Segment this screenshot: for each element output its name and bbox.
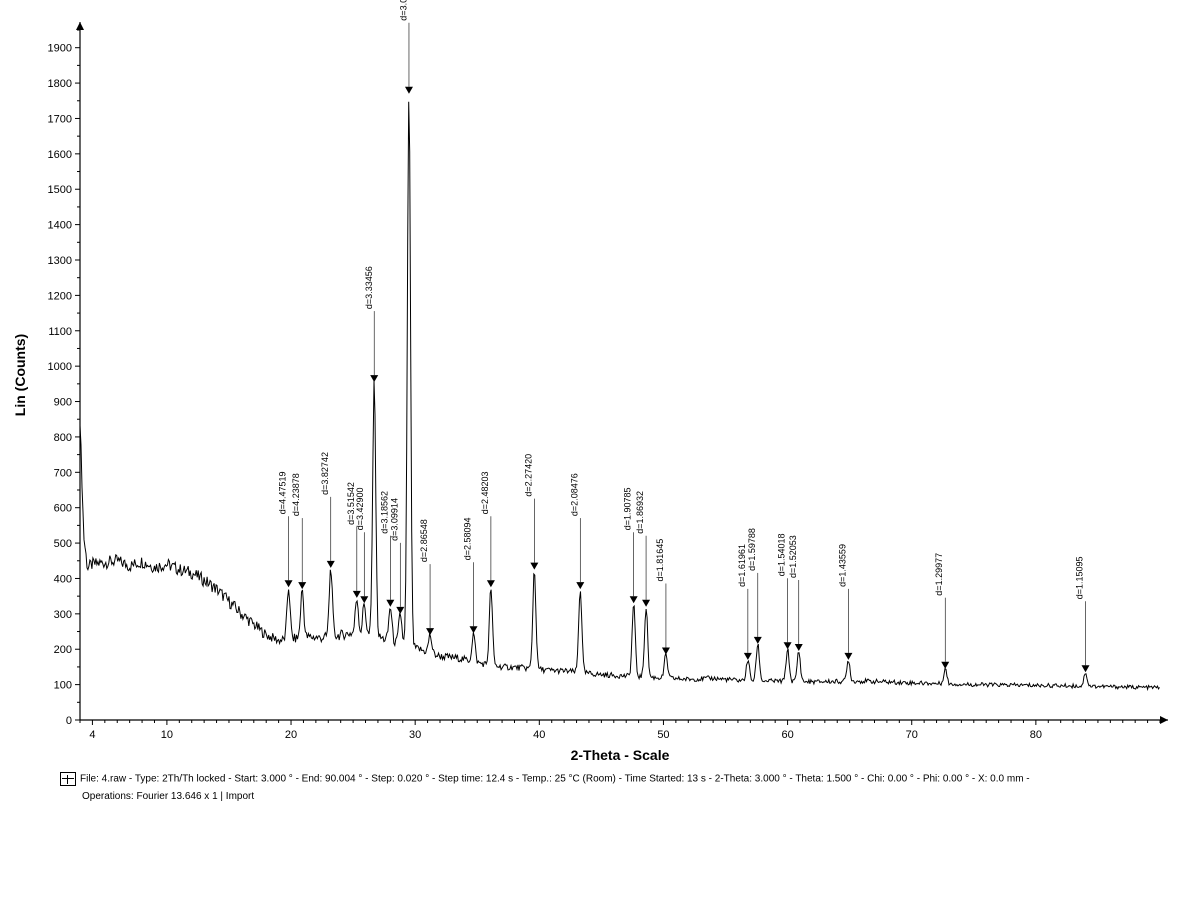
peak-marker-icon [795, 644, 803, 651]
peak-label: d=1.81645 [655, 539, 665, 582]
y-tick-label: 1900 [48, 43, 72, 55]
x-tick-label: 10 [161, 729, 173, 741]
peak-label: d=2.08476 [569, 473, 579, 516]
y-tick-label: 300 [54, 609, 72, 621]
footer-text-1: File: 4.raw - Type: 2Th/Th locked - Star… [80, 774, 1030, 785]
peak-label: d=3.82742 [320, 452, 330, 495]
peak-marker-icon [630, 596, 638, 603]
peak-marker-icon [298, 582, 306, 589]
peak-label: d=3.02221 [398, 0, 408, 21]
footer-line-2: Operations: Fourier 13.646 x 1 | Import [60, 790, 1182, 804]
pattern-icon [60, 772, 76, 786]
y-tick-label: 1000 [48, 361, 72, 373]
peak-marker-icon [1082, 665, 1090, 672]
footer-line-1: File: 4.raw - Type: 2Th/Th locked - Star… [60, 772, 1160, 787]
xrd-plot-svg: 0 100 200 300 400 500 600 700 800 900 1000 1100 1200… [0, 0, 1186, 780]
x-tick-label: 30 [409, 729, 421, 741]
y-tick-label: 700 [54, 467, 72, 479]
peak-label: d=3.33456 [364, 266, 374, 309]
peak-marker-icon [642, 600, 650, 607]
y-tick-label: 1500 [48, 184, 72, 196]
peak-marker-icon [386, 600, 394, 607]
y-tick-label: 1300 [48, 255, 72, 267]
peak-marker-icon [576, 582, 584, 589]
y-tick-label: 1100 [48, 326, 72, 338]
peak-label: d=2.58094 [463, 518, 473, 561]
y-tick-label: 1700 [48, 113, 72, 125]
peak-label: d=1.59788 [747, 528, 757, 571]
peak-label: d=3.42900 [355, 487, 365, 530]
footer-text-2: Operations: Fourier 13.646 x 1 | Import [82, 791, 254, 802]
y-tick-label: 1600 [48, 149, 72, 161]
x-tick-label: 40 [533, 729, 545, 741]
peak-marker-icon [396, 607, 404, 614]
y-tick-label: 600 [54, 503, 72, 515]
peak-label: d=1.52053 [788, 535, 798, 578]
peak-label: d=1.86932 [635, 491, 645, 534]
peak-label: d=1.29977 [934, 553, 944, 596]
peak-label: d=3.18562 [379, 491, 389, 534]
peak-label: d=3.09914 [389, 498, 399, 541]
peak-marker-icon [754, 637, 762, 644]
peak-label: d=2.48203 [480, 472, 490, 515]
peak-marker-icon [405, 87, 413, 94]
x-axis-label: 2-Theta - Scale [571, 747, 670, 763]
peak-marker-icon [744, 653, 752, 660]
y-tick-label: 500 [54, 538, 72, 550]
diffractogram-trace [80, 102, 1160, 690]
peak-label: d=1.54018 [777, 533, 787, 576]
peak-label: d=1.90785 [623, 487, 633, 530]
peak-marker-icon [662, 648, 670, 655]
y-tick-label: 800 [54, 432, 72, 444]
peak-marker-icon [530, 563, 538, 570]
peak-label: d=4.23878 [291, 473, 301, 516]
peak-marker-icon [487, 580, 495, 587]
x-tick-label: 60 [781, 729, 793, 741]
peak-label: d=2.27420 [523, 454, 533, 497]
peak-label: d=1.61961 [737, 544, 747, 587]
x-tick-label: 20 [285, 729, 297, 741]
y-tick-label: 400 [54, 573, 72, 585]
peak-marker-icon [353, 591, 361, 598]
peak-marker-icon [285, 580, 293, 587]
y-tick-label: 1200 [48, 290, 72, 302]
peak-label: d=1.43559 [837, 544, 847, 587]
peak-marker-icon [426, 628, 434, 635]
xrd-chart-container: 0 100 200 300 400 500 600 700 800 900 1000 1100 1200… [0, 0, 1186, 898]
peak-marker-icon [360, 596, 368, 603]
peak-label: d=2.86548 [419, 519, 429, 562]
peak-marker-icon [370, 375, 378, 382]
y-tick-label: 200 [54, 644, 72, 656]
peak-marker-icon [327, 561, 335, 568]
y-tick-label: 100 [54, 680, 72, 692]
x-tick-label: 70 [906, 729, 918, 741]
peak-marker-icon [784, 642, 792, 649]
y-tick-label: 900 [54, 397, 72, 409]
peak-marker-icon [941, 662, 949, 669]
y-tick-label: 0 [66, 715, 72, 727]
peak-marker-icon [470, 626, 478, 633]
peak-label: d=4.47519 [278, 472, 288, 515]
peak-marker-icon [844, 653, 852, 660]
x-tick-label: 4 [89, 729, 95, 741]
peak-label: d=1.15095 [1075, 556, 1085, 599]
y-axis-label: Lin (Counts) [12, 334, 28, 416]
x-tick-label: 80 [1030, 729, 1042, 741]
y-tick-label: 1800 [48, 78, 72, 90]
x-tick-label: 50 [657, 729, 669, 741]
y-tick-label: 1400 [48, 220, 72, 232]
